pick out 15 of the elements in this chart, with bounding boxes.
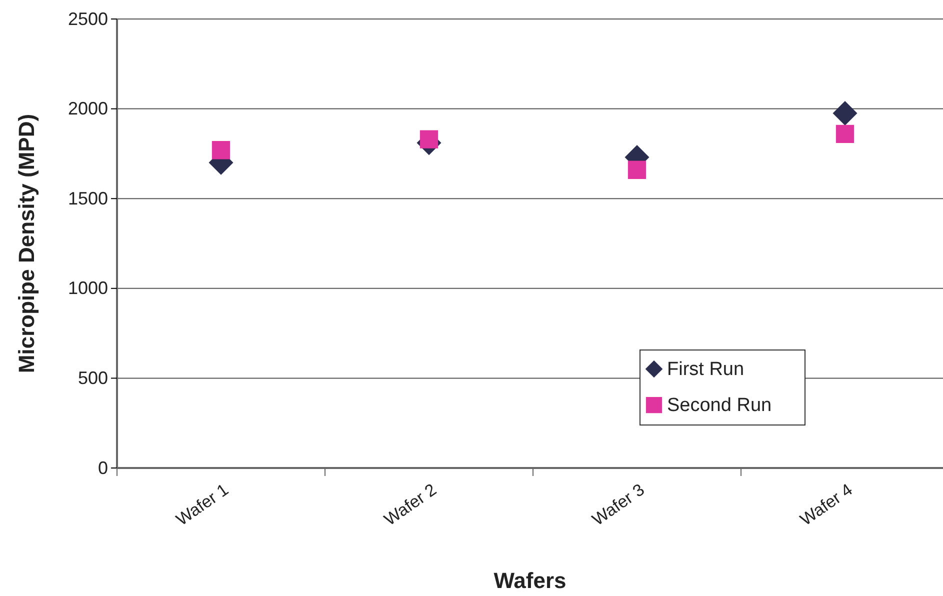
y-tick-label: 2000 xyxy=(68,98,108,119)
y-axis-title: Micropipe Density (MPD) xyxy=(14,114,39,374)
point xyxy=(832,101,858,126)
y-tick-label: 500 xyxy=(78,368,108,388)
legend-label: First Run xyxy=(667,359,744,380)
x-axis-title: Wafers xyxy=(494,568,566,593)
y-tick-label: 0 xyxy=(98,458,108,478)
y-tick-label: 2500 xyxy=(68,8,108,29)
point xyxy=(836,124,854,144)
y-tick-label: 1000 xyxy=(68,278,108,298)
y-tick-label: 1500 xyxy=(68,188,108,208)
point xyxy=(212,141,230,160)
legend-label: Second Run xyxy=(667,395,772,416)
point xyxy=(420,130,438,148)
point xyxy=(628,160,646,179)
